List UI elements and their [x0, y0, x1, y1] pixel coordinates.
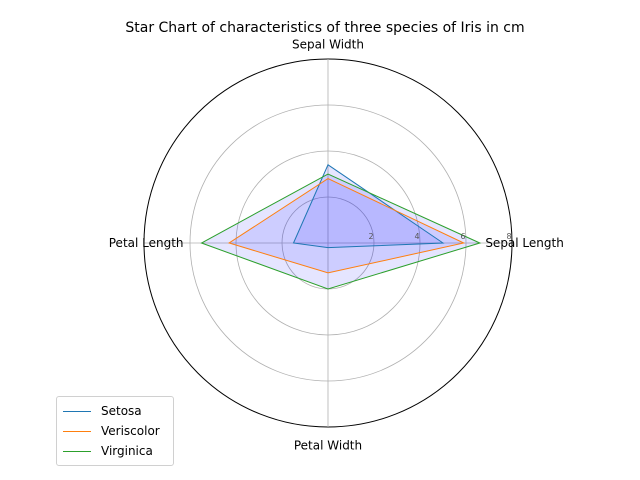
legend-swatch — [63, 450, 91, 452]
legend-item-2: Virginica — [63, 441, 167, 461]
radar-grid — [143, 58, 513, 428]
axis-label-petal-width: Petal Width — [294, 438, 362, 452]
series-fill-2 — [201, 174, 480, 289]
axis-label-petal-length: Petal Length — [109, 236, 184, 250]
tick-label-8: 8 — [506, 232, 511, 241]
legend-swatch — [63, 410, 91, 412]
legend-label: Veriscolor — [101, 424, 160, 438]
tick-label-2: 2 — [368, 232, 373, 241]
series-line-1 — [227, 178, 466, 274]
series-fills — [201, 164, 480, 289]
legend: Setosa Veriscolor Virginica — [56, 396, 174, 466]
series-line-0 — [292, 164, 445, 249]
tick-label-6: 6 — [460, 232, 465, 241]
legend-swatch — [63, 430, 91, 432]
legend-label: Setosa — [101, 404, 142, 418]
radial-tick-labels: 2 4 6 8 — [368, 232, 511, 241]
chart-title: Star Chart of characteristics of three s… — [125, 20, 524, 36]
legend-item-1: Veriscolor — [63, 421, 167, 441]
series-line-2 — [200, 173, 482, 290]
tick-label-4: 4 — [414, 232, 419, 241]
series-fill-1 — [229, 178, 464, 273]
series-fill-0 — [293, 164, 443, 248]
legend-label: Virginica — [101, 444, 153, 458]
axis-labels: Sepal Length Sepal Width Petal Length Petal… — [109, 37, 564, 452]
legend-item-0: Setosa — [63, 401, 167, 421]
series-lines — [200, 164, 482, 290]
axis-label-sepal-width: Sepal Width — [292, 37, 364, 51]
axis-label-sepal-length: Sepal Length — [485, 236, 564, 250]
